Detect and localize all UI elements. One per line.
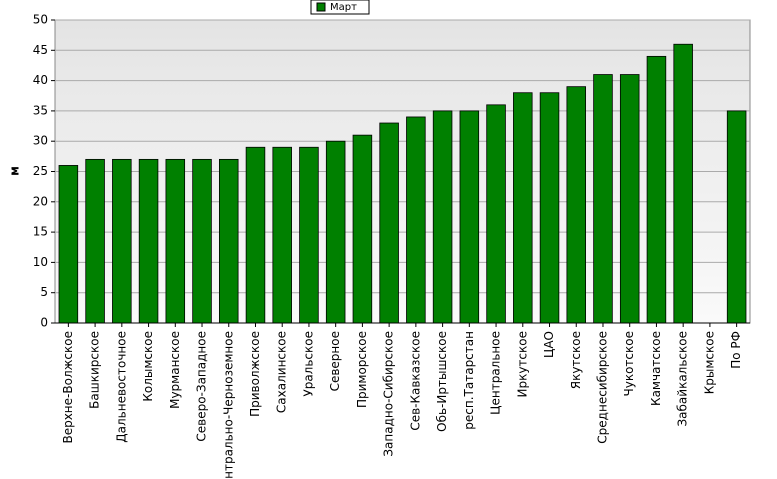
x-tick-label: Центрально-Черноземное [221,331,235,479]
x-tick-label: Иркутское [515,331,529,398]
bar [486,104,506,324]
bar [85,158,105,324]
bar [272,146,292,324]
bar [673,43,693,324]
bar [539,92,560,324]
bar [726,110,747,324]
y-tick-label: 10 [33,255,48,269]
x-tick-label: Центральное [489,331,503,415]
x-tick-label: Северное [328,331,342,391]
x-tick-label: Обь-Иртышское [435,331,449,432]
x-tick-label: Уральское [301,331,315,397]
bar [138,158,159,324]
bar [245,146,266,324]
bar [58,165,79,324]
y-tick-label: 25 [33,164,48,178]
x-tick-label: Колымское [141,331,155,402]
bar [593,74,613,324]
bar [352,134,373,324]
x-tick-label: Приморское [355,331,369,408]
x-tick-label: Чукотское [622,331,636,396]
x-tick-label: ЦАО [542,331,556,358]
x-tick-label: Камчатское [649,331,663,406]
x-tick-label: Мурманское [168,331,182,409]
y-tick-label: 45 [33,43,48,57]
legend-label: Март [330,2,357,13]
x-tick-label: Дальневосточное [114,331,128,443]
bar [218,158,239,324]
y-tick-label: 35 [33,103,48,117]
y-tick-label: 0 [40,316,48,330]
y-tick-label: 50 [33,13,48,27]
bar [325,140,346,324]
legend: Март [310,0,370,15]
x-tick-label: Западно-Сибирское [382,331,396,457]
bar [379,122,399,324]
x-tick-label: Башкирское [88,331,102,409]
x-tick-label: респ.Татарстан [462,331,476,430]
bar [513,92,533,324]
y-tick-label: 15 [33,225,48,239]
bar [432,110,453,324]
y-tick-label: 5 [40,285,48,299]
bar [459,110,480,324]
bar [192,158,212,324]
x-tick-label: Сахалинское [275,331,289,413]
bar [299,146,319,324]
bar [566,86,587,324]
x-tick-label: Крымское [702,331,716,394]
bar [619,74,640,324]
x-tick-label: Верхне-Волжское [61,331,75,444]
bar [112,158,132,324]
bar [165,158,186,324]
x-tick-label: Приволжское [248,331,262,417]
y-tick-label: 40 [33,73,48,87]
x-tick-label: Забайкальское [676,331,690,427]
bar [406,116,426,324]
y-tick-label: 30 [33,134,48,148]
y-axis-label: м [8,166,22,176]
x-tick-label: Северо-Западное [195,331,209,442]
x-tick-label: Среднесибирское [595,331,609,444]
x-tick-label: Якутское [569,331,583,389]
x-tick-label: Сев-Кавказское [408,331,422,431]
y-tick-label: 20 [33,194,48,208]
legend-swatch [316,2,326,12]
bar [646,55,667,324]
x-tick-label: По РФ [729,331,743,369]
